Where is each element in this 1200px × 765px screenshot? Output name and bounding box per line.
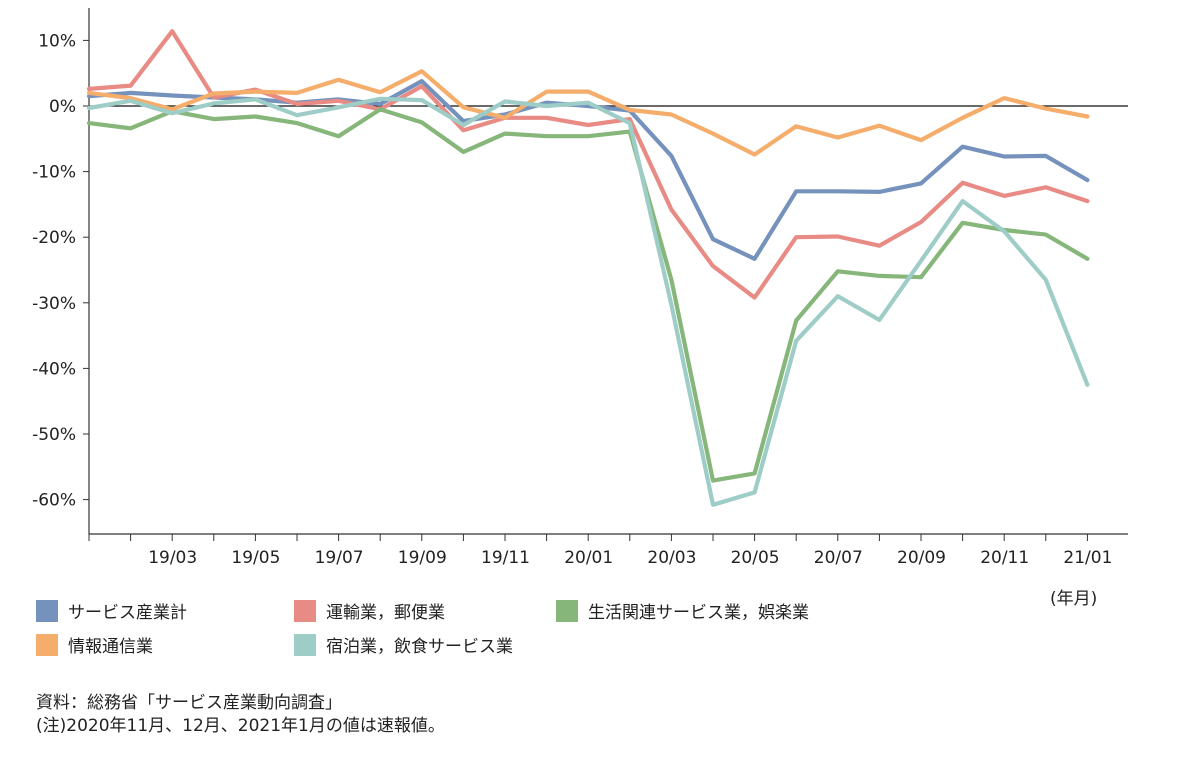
y-tick-label: -50%: [32, 425, 76, 445]
legend-swatch-service-total: [36, 599, 58, 622]
x-tick-label: 19/11: [481, 548, 530, 568]
x-axis: 19/03 19/05 19/07 19/09 19/11 20/01 20/03 20/05…: [88, 533, 1128, 568]
legend-swatch-info-comm: [36, 633, 58, 656]
y-tick-label: -30%: [32, 294, 76, 314]
x-tick-label: 20/09: [897, 548, 946, 568]
x-tick-label: 21/01: [1063, 548, 1112, 568]
legend-label-info-comm: 情報通信業: [68, 637, 153, 657]
source-notes: 資料：総務省「サービス産業動向調査」 (注)2020年11月、12月、2021年…: [36, 692, 445, 738]
series-lines: [86, 29, 1090, 507]
series-line-0: [86, 78, 1090, 261]
y-tick-label: 0%: [49, 97, 76, 117]
series-line-3: [86, 69, 1090, 157]
x-tick-label: 20/03: [647, 548, 696, 568]
x-axis-unit: (年月): [1050, 589, 1098, 609]
legend-swatch-transport-postal: [294, 599, 316, 622]
legend-item-living-entertainment: 生活関連サービス業，娯楽業: [556, 598, 809, 623]
source-note: 資料：総務省「サービス産業動向調査」: [36, 693, 342, 713]
y-tick-label: -20%: [32, 228, 76, 248]
x-tick-label: 19/03: [148, 548, 197, 568]
series-line-2: [86, 107, 1090, 483]
footnote: (注)2020年11月、12月、2021年1月の値は速報値。: [36, 716, 445, 736]
legend-swatch-accommodation-food: [294, 633, 316, 656]
legend-item-service-total: サービス産業計: [36, 598, 187, 623]
legend-item-transport-postal: 運輸業，郵便業: [294, 598, 445, 623]
legend-label-transport-postal: 運輸業，郵便業: [326, 603, 445, 623]
legend-label-accommodation-food: 宿泊業，飲食サービス業: [326, 637, 513, 657]
legend-label-living-entertainment: 生活関連サービス業，娯楽業: [588, 603, 809, 623]
legend-item-accommodation-food: 宿泊業，飲食サービス業: [294, 632, 513, 657]
y-tick-label: -10%: [32, 163, 76, 183]
x-tick-label: 20/05: [731, 548, 780, 568]
legend-item-info-comm: 情報通信業: [36, 632, 153, 657]
y-axis: 10% 0% -10% -20% -30% -40% -50% -60%: [32, 8, 1128, 534]
legend-swatch-living-entertainment: [556, 599, 578, 622]
y-tick-label: -60%: [32, 491, 76, 511]
x-tick-label: 19/09: [398, 548, 447, 568]
legend-label-service-total: サービス産業計: [68, 603, 187, 623]
series-line-4: [86, 96, 1090, 507]
x-tick-label: 20/01: [564, 548, 613, 568]
y-tick-label: 10%: [38, 31, 76, 51]
x-tick-label: 20/11: [980, 548, 1029, 568]
x-tick-label: 19/07: [315, 548, 364, 568]
x-tick-label: 19/05: [231, 548, 280, 568]
y-tick-label: -40%: [32, 359, 76, 379]
x-tick-label: 20/07: [814, 548, 863, 568]
